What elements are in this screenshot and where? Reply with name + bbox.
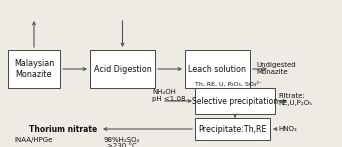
Bar [195,88,275,114]
Bar [195,118,270,140]
Text: 98%H₂SO₄
>230 °C: 98%H₂SO₄ >230 °C [104,137,140,147]
Text: Leach solution: Leach solution [188,65,247,74]
Text: Malaysian
Monazite: Malaysian Monazite [14,59,54,79]
Text: INAA/HPGe: INAA/HPGe [14,137,52,143]
Bar [8,50,60,88]
Bar [185,50,250,88]
Bar [90,50,155,88]
Text: Undigested
Monazite: Undigested Monazite [256,62,295,76]
Text: HNO₃: HNO₃ [278,126,297,132]
Text: Thorium nitrate: Thorium nitrate [29,125,97,133]
Text: Selective precipitation: Selective precipitation [192,96,278,106]
Text: NH₄OH
pH <1.08: NH₄OH pH <1.08 [152,88,185,101]
Text: Filtrate:
RE,U,P₂O₅: Filtrate: RE,U,P₂O₅ [278,92,312,106]
Text: Precipitate:Th,RE: Precipitate:Th,RE [198,125,267,133]
Text: Acid Digestion: Acid Digestion [94,65,152,74]
Text: Th, RE, U, P₂O₅, SO₄²⁻: Th, RE, U, P₂O₅, SO₄²⁻ [195,81,262,87]
